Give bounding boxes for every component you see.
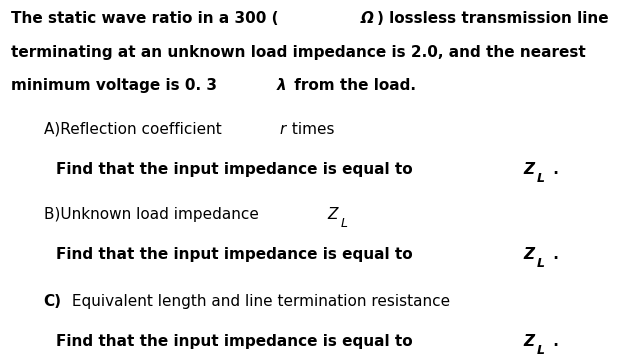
Text: minimum voltage is 0. 3: minimum voltage is 0. 3 — [11, 78, 217, 93]
Text: L: L — [537, 257, 545, 270]
Text: .: . — [548, 247, 558, 262]
Text: Z: Z — [327, 207, 338, 222]
Text: L: L — [537, 172, 545, 185]
Text: L: L — [537, 344, 545, 357]
Text: Z: Z — [523, 162, 534, 176]
Text: Equivalent length and line termination resistance: Equivalent length and line termination r… — [67, 294, 450, 309]
Text: times: times — [287, 122, 335, 136]
Text: Ω: Ω — [360, 11, 373, 26]
Text: L: L — [341, 217, 348, 230]
Text: Z: Z — [523, 334, 534, 349]
Text: λ: λ — [277, 78, 287, 93]
Text: Find that the input impedance is equal to: Find that the input impedance is equal t… — [56, 334, 418, 349]
Text: r: r — [279, 122, 285, 136]
Text: from the load.: from the load. — [290, 78, 416, 93]
Text: C): C) — [44, 294, 62, 309]
Text: terminating at an unknown load impedance is 2.0, and the nearest: terminating at an unknown load impedance… — [11, 45, 586, 60]
Text: Find that the input impedance is equal to: Find that the input impedance is equal t… — [56, 247, 418, 262]
Text: Z: Z — [523, 247, 534, 262]
Text: A)Reflection coefficient: A)Reflection coefficient — [44, 122, 226, 136]
Text: The static wave ratio in a 300 (: The static wave ratio in a 300 ( — [11, 11, 282, 26]
Text: B)Unknown load impedance: B)Unknown load impedance — [44, 207, 264, 222]
Text: Find that the input impedance is equal to: Find that the input impedance is equal t… — [56, 162, 418, 176]
Text: .: . — [548, 162, 558, 176]
Text: .: . — [548, 334, 558, 349]
Text: ) lossless transmission line: ) lossless transmission line — [377, 11, 609, 26]
